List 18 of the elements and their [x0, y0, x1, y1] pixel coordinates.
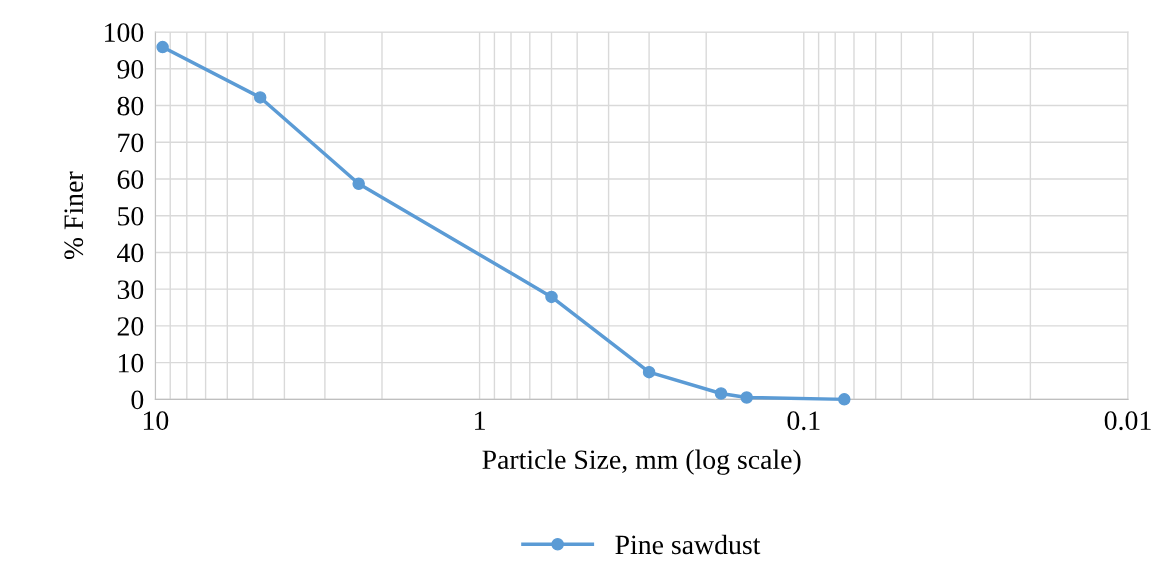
- x-tick-label: 0.1: [787, 411, 820, 431]
- x-axis-title: Particle Size, mm (log scale): [482, 449, 801, 475]
- y-axis-title: % Finer: [64, 171, 84, 260]
- y-tick-label: 50: [118, 206, 144, 226]
- y-tick-label: 80: [117, 96, 144, 116]
- y-tick-label: 100: [105, 23, 144, 42]
- x-tick-label: 0.01: [1104, 411, 1151, 431]
- legend-label: Pine sawdust: [615, 534, 761, 555]
- y-tick-label: 60: [117, 170, 144, 189]
- y-tick-label: 30: [117, 280, 144, 300]
- y-tick-label: 10: [118, 353, 144, 373]
- y-tick-label: 0: [131, 390, 144, 410]
- y-tick-label: 40: [117, 243, 144, 263]
- x-tick-label: 1: [475, 411, 485, 430]
- x-tick-label: 10: [143, 411, 169, 431]
- y-tick-label: 70: [118, 133, 144, 153]
- y-tick-label: 90: [117, 59, 144, 79]
- y-tick-label: 20: [117, 317, 144, 336]
